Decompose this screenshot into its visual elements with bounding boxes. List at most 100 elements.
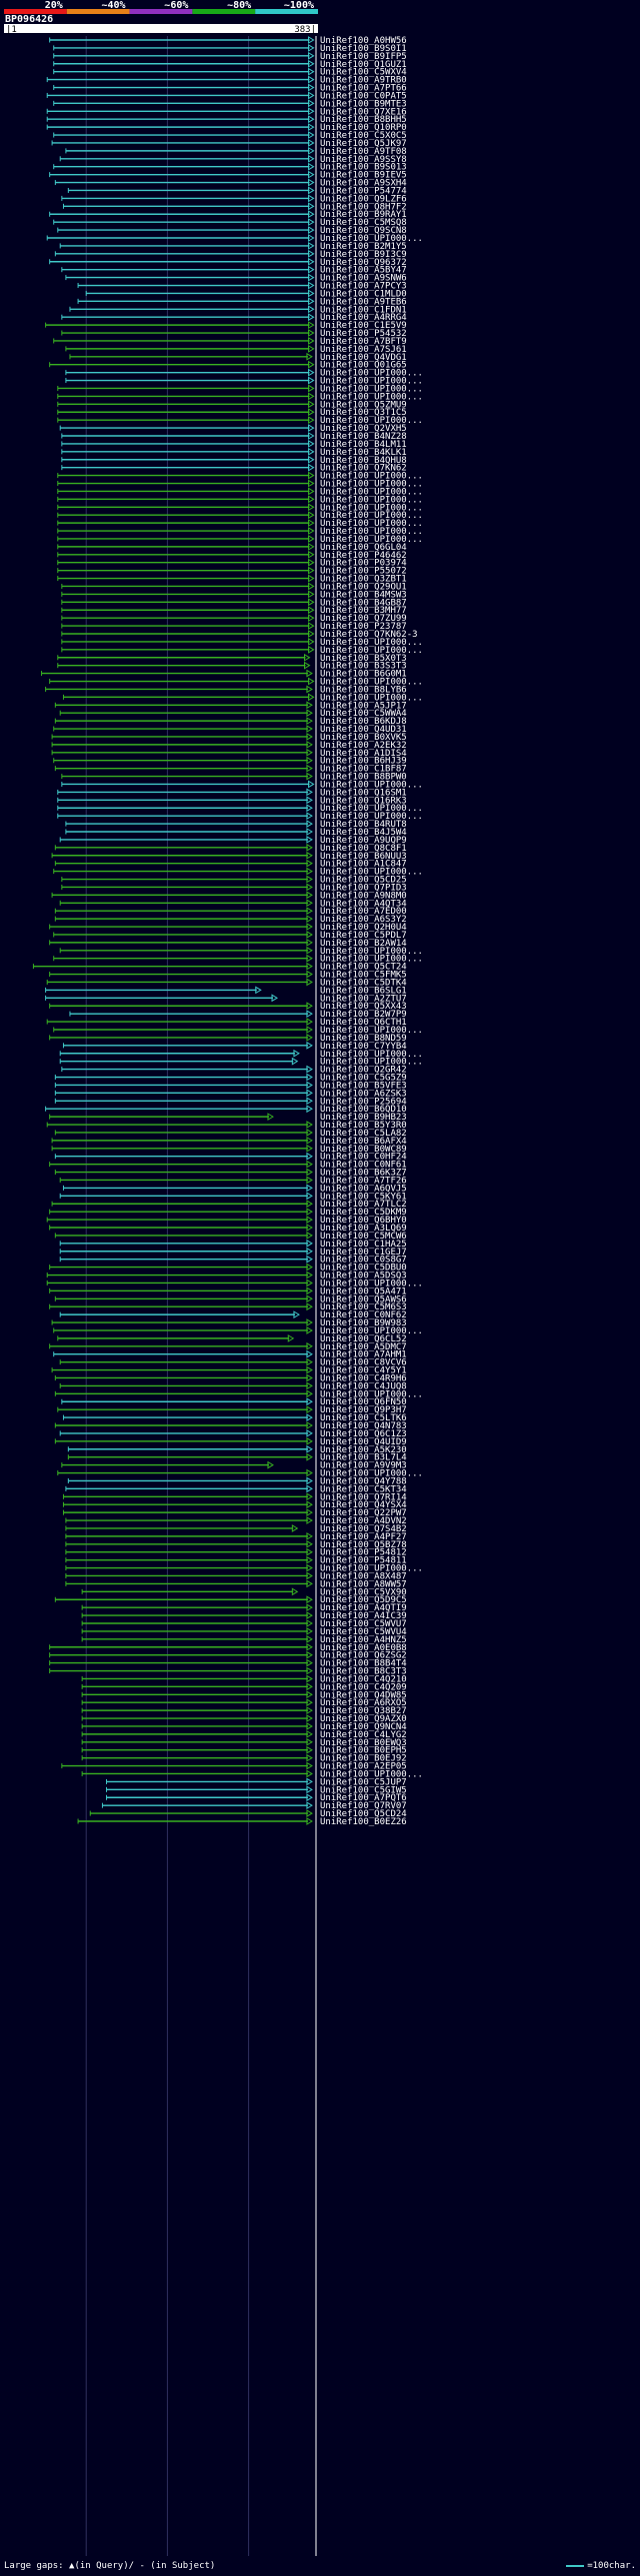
hit-arrow xyxy=(308,337,315,345)
hit-label: UniRef100_B0EWQ3 xyxy=(320,1738,407,1748)
hit-row: UniRef100_A4HNZ5 xyxy=(81,1635,407,1645)
hit-row: UniRef100_A7ED00 xyxy=(54,907,407,917)
hit-arrow xyxy=(306,1761,313,1770)
hit-label: UniRef100_B8ND59 xyxy=(320,1034,407,1044)
hit-arrow xyxy=(308,614,315,623)
hit-row: UniRef100_A7PT66 xyxy=(53,84,407,94)
hit-row: UniRef100_Q4YSX4 xyxy=(62,1500,407,1510)
hit-label: UniRef100_C5DBU0 xyxy=(320,1264,407,1274)
hit-row: UniRef100_UPI000... xyxy=(57,503,423,513)
hit-label: UniRef100_A5DMC7 xyxy=(320,1342,407,1352)
hit-label: UniRef100_UPI000... xyxy=(320,1326,423,1336)
hit-label: UniRef100_Q16SM1 xyxy=(320,788,407,798)
hit-label: UniRef100_B5VFE3 xyxy=(320,1081,407,1091)
hit-label: UniRef100_Q2GR42 xyxy=(320,1066,407,1076)
hit-arrow xyxy=(306,1611,313,1619)
hit-arrow xyxy=(306,1706,313,1715)
hit-arrow xyxy=(306,1097,313,1106)
hit-arrow xyxy=(306,1579,313,1588)
hit-row: UniRef100_Q7PID3 xyxy=(61,883,407,893)
hit-label: UniRef100_B5X0T3 xyxy=(320,654,407,664)
hit-label: UniRef100_A8X487 xyxy=(320,1571,407,1581)
hit-row: UniRef100_P25694 xyxy=(54,1097,407,1107)
hit-label: UniRef100_Q8H7F2 xyxy=(320,202,407,212)
hit-arrow xyxy=(308,44,315,52)
hit-arrow xyxy=(306,1184,313,1193)
hit-label: UniRef100_B3MH77 xyxy=(320,606,407,616)
hit-label: UniRef100_B9I3C9 xyxy=(320,250,407,260)
hit-label: UniRef100_Q1GUZ1 xyxy=(320,60,407,70)
hit-arrow xyxy=(308,408,315,417)
hit-row: UniRef100_A2ZTU7 xyxy=(45,994,407,1004)
hit-row: UniRef100_B4KLK1 xyxy=(61,448,407,458)
hit-row: UniRef100_A5JP17 xyxy=(54,701,407,711)
hit-arrow xyxy=(306,1089,313,1098)
hit-row: UniRef100_B9HB23 xyxy=(49,1113,407,1123)
hit-arrow xyxy=(306,1468,313,1477)
hit-arrow xyxy=(308,162,315,171)
hit-arrow xyxy=(308,479,315,488)
hit-arrow xyxy=(306,1318,313,1326)
hit-arrow xyxy=(306,1121,313,1129)
hit-row: UniRef100_C4Q209 xyxy=(81,1682,407,1692)
hit-label: UniRef100_C5WVU4 xyxy=(320,1627,407,1637)
hit-label: UniRef100_C5WVU7 xyxy=(320,1619,407,1629)
hit-label: UniRef100_Q5AWS6 xyxy=(320,1294,407,1304)
hit-arrow xyxy=(306,796,313,805)
hit-arrow xyxy=(308,495,315,504)
hit-label: UniRef100_A7PT66 xyxy=(320,84,407,94)
hit-row: UniRef100_Q22PW7 xyxy=(62,1508,407,1518)
hit-arrow xyxy=(306,1539,313,1548)
hit-arrow xyxy=(306,701,313,710)
hit-row: UniRef100_Q10RP0 xyxy=(46,123,407,133)
hit-arrow xyxy=(308,463,315,472)
hit-label: UniRef100_B3L7L4 xyxy=(320,1453,407,1463)
hit-arrow xyxy=(308,432,315,440)
hit-row: UniRef100_Q29OU1 xyxy=(61,582,407,592)
hit-row: UniRef100_Q7ZU99 xyxy=(61,614,407,624)
hit-arrow xyxy=(308,146,315,155)
hit-row: UniRef100_Q5ZMU9 xyxy=(57,400,407,410)
hit-label: UniRef100_Q5A471 xyxy=(320,1287,407,1296)
hit-label: UniRef100_UPI000... xyxy=(320,480,423,490)
hit-row: UniRef100_Q4UID9 xyxy=(54,1437,407,1447)
hit-label: UniRef100_Q10RP0 xyxy=(320,123,407,133)
hit-arrow xyxy=(308,281,315,290)
hit-row: UniRef100_UPI000... xyxy=(59,1050,423,1060)
hit-label: UniRef100_C0PAT5 xyxy=(320,91,407,101)
hit-arrow xyxy=(306,1492,313,1501)
hit-row: UniRef100_Q38B27 xyxy=(81,1706,407,1716)
hit-row: UniRef100_B9S013 xyxy=(53,162,407,173)
hit-row: UniRef100_UPI000... xyxy=(53,868,423,878)
hit-label: UniRef100_B0XVK5 xyxy=(320,733,407,743)
hit-row: UniRef100_A6ZSK3 xyxy=(54,1089,407,1099)
hit-label: UniRef100_C8VCV6 xyxy=(320,1358,407,1368)
hit-row: UniRef100_A1C847 xyxy=(54,860,407,870)
hit-row: UniRef100_B4GB87 xyxy=(61,598,407,608)
hit-row: UniRef100_B5Y3R0 xyxy=(46,1121,407,1131)
hit-label: UniRef100_C0NF61 xyxy=(320,1161,407,1171)
hit-arrow xyxy=(306,1279,313,1288)
hit-arrow xyxy=(308,487,315,496)
hit-label: UniRef100_B3S3T3 xyxy=(320,662,407,672)
hit-row: UniRef100_A7TF26 xyxy=(59,1176,407,1186)
hit-arrow xyxy=(308,289,315,298)
hit-row: UniRef100_C5DTK4 xyxy=(46,978,407,988)
hit-row: UniRef100_C5DBU0 xyxy=(49,1264,407,1274)
hit-label: UniRef100_C4Y5Y1 xyxy=(320,1366,407,1376)
hit-row: UniRef100_Q9AZX0 xyxy=(81,1714,407,1724)
hit-arrow xyxy=(308,305,315,314)
hit-arrow xyxy=(306,1801,313,1810)
hit-row: UniRef100_C8VCV6 xyxy=(59,1358,407,1368)
hit-arrow xyxy=(306,1769,313,1778)
hit-arrow xyxy=(308,178,315,187)
hit-row: UniRef100_Q9P3H7 xyxy=(57,1405,407,1415)
hit-label: UniRef100_B8C3T3 xyxy=(320,1667,407,1677)
hit-arrow xyxy=(306,836,313,844)
hit-row: UniRef100_B8C3T3 xyxy=(49,1667,407,1677)
hit-label: UniRef100_Q5CD24 xyxy=(320,1809,407,1819)
hit-label: UniRef100_A1C847 xyxy=(320,860,407,870)
hit-label: UniRef100_B2AW14 xyxy=(320,939,407,949)
hit-arrow xyxy=(308,455,315,464)
hit-row: UniRef100_C5DKM9 xyxy=(49,1208,407,1218)
